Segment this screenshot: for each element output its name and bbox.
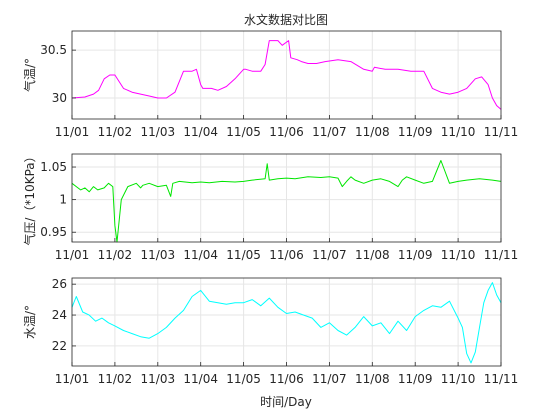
subplot-air-temperature: 11/01 11/02 11/03 11/04 11/05 11/06 11/07 11/08… xyxy=(22,30,519,139)
x-tick-label: 11/05 xyxy=(226,372,261,386)
x-tick-label: 11/06 xyxy=(269,248,304,262)
x-tick-label: 11/02 xyxy=(98,248,133,262)
x-tick-label: 11/05 xyxy=(226,125,261,139)
figure-title: 水文数据对比图 xyxy=(244,12,328,27)
x-tick-label: 11/01 xyxy=(55,372,90,386)
x-tick-label: 11/04 xyxy=(183,372,218,386)
y-tick-label: 24 xyxy=(52,308,67,322)
x-tick-label: 11/06 xyxy=(269,372,304,386)
x-tick-label: 11/10 xyxy=(441,372,476,386)
y-tick-label: 30 xyxy=(52,91,67,105)
y-tick-label: 30.5 xyxy=(40,43,67,57)
x-tick-label: 11/11 xyxy=(484,125,519,139)
y-tick-label: 1 xyxy=(59,193,67,207)
x-tick-label: 11/04 xyxy=(183,125,218,139)
x-tick-label: 11/10 xyxy=(441,125,476,139)
x-tick-label: 11/02 xyxy=(98,125,133,139)
x-tick-label: 11/06 xyxy=(269,125,304,139)
subplot-air-pressure: 11/01 11/02 11/03 11/04 11/05 11/06 11/07 11/08… xyxy=(22,150,518,262)
series-line-0 xyxy=(71,160,502,243)
y-tick-label: 1.05 xyxy=(40,160,67,174)
x-tick-label: 11/08 xyxy=(355,372,390,386)
x-tick-label: 11/09 xyxy=(398,248,433,262)
x-tick-label: 11/07 xyxy=(312,372,347,386)
x-tick-label: 11/09 xyxy=(398,372,433,386)
y-axis-label: 水温/° xyxy=(23,305,37,339)
x-tick-label: 11/02 xyxy=(98,372,133,386)
y-tick-label: 0.95 xyxy=(40,225,67,239)
x-axis-label: 时间/Day xyxy=(260,395,312,409)
x-tick-label: 11/01 xyxy=(55,248,90,262)
series-line-0 xyxy=(71,40,502,110)
x-tick-label: 11/07 xyxy=(312,125,347,139)
y-tick-label: 26 xyxy=(52,277,67,291)
x-tick-label: 11/08 xyxy=(355,125,390,139)
y-axis-label: 气温/° xyxy=(22,58,37,92)
y-axis-label: 气压/（*10KPa） xyxy=(22,150,37,245)
x-tick-label: 11/04 xyxy=(183,248,218,262)
subplot-water-temperature: 11/01 11/02 11/03 11/04 11/05 11/06 11/07 11/08… xyxy=(23,277,518,386)
series-line-0 xyxy=(71,282,502,364)
x-tick-label: 11/07 xyxy=(312,248,347,262)
x-tick-label: 11/10 xyxy=(441,248,476,262)
x-tick-label: 11/08 xyxy=(355,248,390,262)
x-tick-label: 11/05 xyxy=(226,248,261,262)
x-tick-label: 11/03 xyxy=(141,248,176,262)
y-tick-label: 22 xyxy=(52,339,67,353)
x-tick-label: 11/01 xyxy=(55,125,90,139)
x-tick-label: 11/03 xyxy=(141,125,176,139)
x-tick-label: 11/09 xyxy=(398,125,433,139)
x-tick-label: 11/11 xyxy=(484,372,519,386)
x-tick-label: 11/03 xyxy=(141,372,176,386)
x-tick-label: 11/11 xyxy=(484,248,519,262)
